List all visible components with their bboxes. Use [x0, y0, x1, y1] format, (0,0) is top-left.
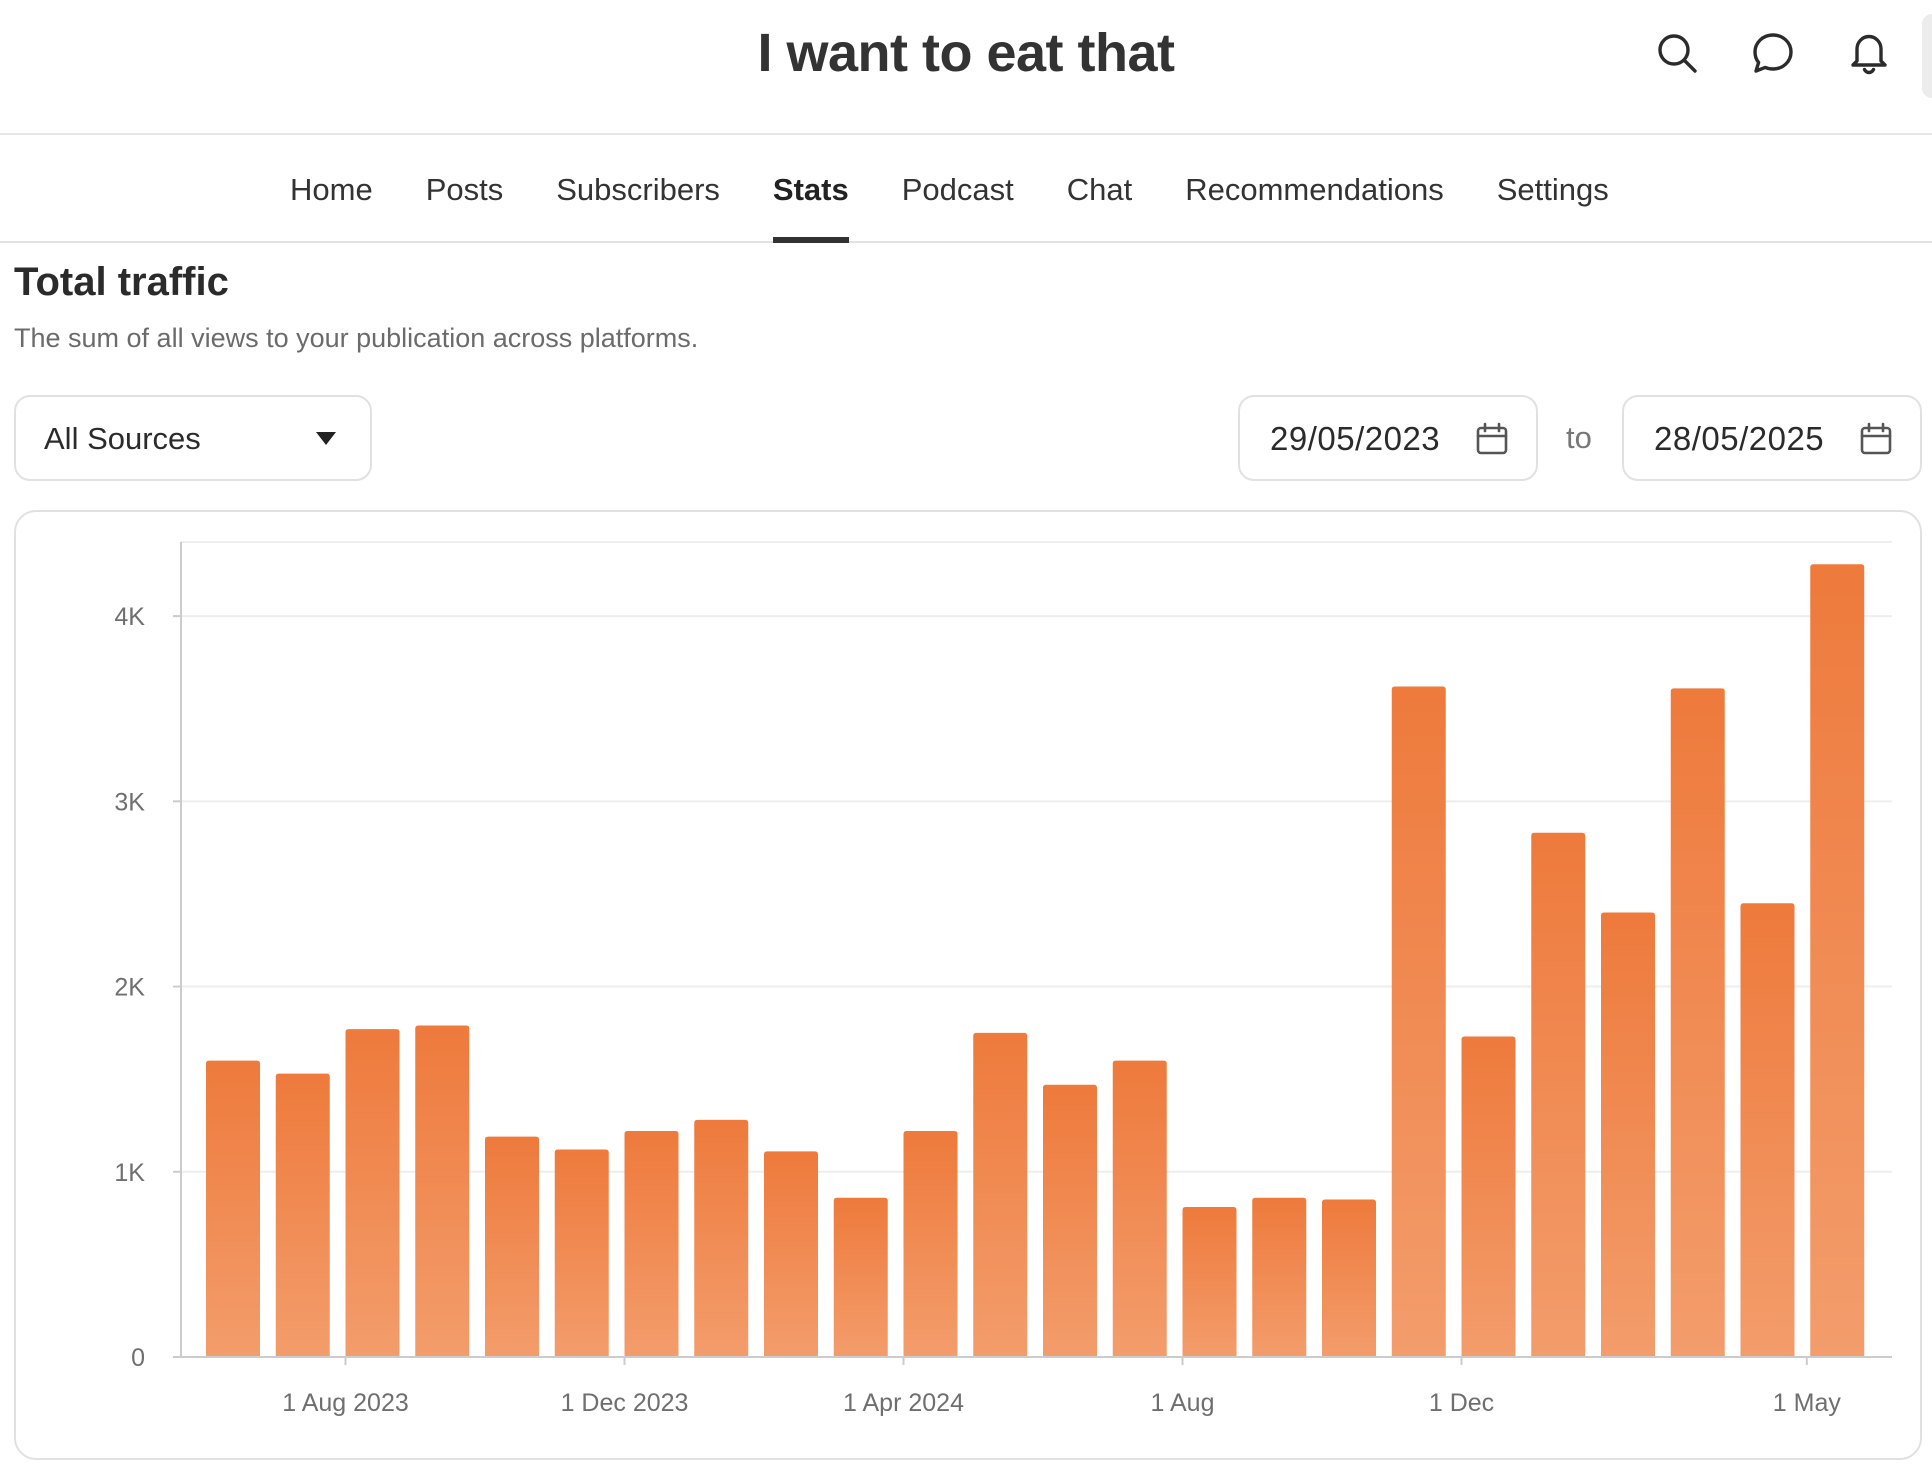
bar-oct-2023[interactable]: [485, 1136, 539, 1357]
nav-tabs: Home Posts Subscribers Stats Podcast Chat Reco…: [290, 137, 1609, 243]
bar-dec-2024[interactable]: [1461, 1036, 1516, 1357]
y-tick-label: 0: [131, 1344, 145, 1372]
bar-jun-2023[interactable]: [206, 1060, 260, 1357]
bar-sep-2024[interactable]: [1252, 1197, 1307, 1357]
bar-feb-2024[interactable]: [764, 1151, 818, 1357]
tab-podcast[interactable]: Podcast: [901, 172, 1014, 207]
publication-title: I want to eat that: [757, 23, 1175, 83]
y-tick-label: 3K: [114, 788, 145, 816]
start-date-value: 29/05/2023: [1270, 420, 1441, 457]
tab-recommendations[interactable]: Recommendations: [1185, 172, 1444, 207]
bar-mar-2025[interactable]: [1670, 688, 1725, 1357]
bar-oct-2024[interactable]: [1322, 1199, 1376, 1357]
end-date-value: 28/05/2025: [1654, 420, 1825, 457]
traffic-bar-chart: 0 1K 2K 3K 4K 1 Aug 2023 1 Dec 2023 1 Apr 2024 1…: [114, 541, 1892, 1417]
x-tick-label: 1 Aug: [1151, 1389, 1215, 1417]
panel-edge-tab[interactable]: [1922, 14, 1932, 98]
caret-down-icon: [316, 432, 336, 445]
bar-apr-2025[interactable]: [1740, 903, 1795, 1357]
bar-nov-2024[interactable]: [1391, 686, 1446, 1357]
dashboard-nav: Home Posts Subscribers Stats Podcast Chat Reco…: [0, 137, 1932, 243]
traffic-chart-card: 0 1K 2K 3K 4K 1 Aug 2023 1 Dec 2023 1 Apr 2024 1…: [14, 510, 1922, 1460]
y-tick-label: 4K: [114, 603, 145, 631]
search-icon[interactable]: [1654, 30, 1700, 76]
calendar-icon[interactable]: [1858, 421, 1894, 457]
top-bar: I want to eat that: [0, 0, 1932, 135]
section-subtitle: The sum of all views to your publication…: [14, 323, 699, 353]
bar-apr-2024[interactable]: [903, 1131, 958, 1357]
bar-aug-2024[interactable]: [1182, 1206, 1237, 1357]
x-tick-label: 1 May: [1773, 1389, 1842, 1417]
section-title: Total traffic: [14, 260, 229, 304]
bar-jan-2024[interactable]: [694, 1119, 749, 1357]
tab-settings[interactable]: Settings: [1496, 172, 1609, 207]
bar-mar-2024[interactable]: [833, 1197, 888, 1357]
x-tick-label: 1 Apr 2024: [843, 1389, 964, 1417]
top-icons: [1654, 30, 1892, 76]
source-select-value: All Sources: [44, 421, 201, 456]
bar-aug-2023[interactable]: [345, 1029, 400, 1357]
date-range-separator: to: [1566, 420, 1592, 455]
end-date-input[interactable]: 28/05/2025: [1622, 395, 1922, 481]
source-select[interactable]: All Sources: [14, 395, 372, 481]
bar-jul-2023[interactable]: [275, 1073, 330, 1357]
bell-icon[interactable]: [1846, 30, 1892, 76]
x-tick-label: 1 Dec: [1429, 1389, 1494, 1417]
x-tick-label: 1 Dec 2023: [561, 1389, 689, 1417]
tab-subscribers[interactable]: Subscribers: [556, 172, 720, 207]
bar-nov-2023[interactable]: [554, 1149, 609, 1357]
bar-may-2025[interactable]: [1810, 564, 1865, 1357]
bar-jan-2025[interactable]: [1531, 832, 1586, 1357]
bar-may-2024[interactable]: [973, 1032, 1028, 1357]
bar-sep-2023[interactable]: [415, 1025, 470, 1357]
tab-stats[interactable]: Stats: [772, 137, 849, 243]
calendar-icon[interactable]: [1474, 421, 1510, 457]
y-tick-label: 2K: [114, 974, 145, 1002]
bar-feb-2025[interactable]: [1601, 912, 1655, 1357]
bar-jun-2024[interactable]: [1043, 1084, 1097, 1357]
bar-dec-2023[interactable]: [624, 1131, 679, 1357]
tab-posts[interactable]: Posts: [425, 172, 504, 207]
y-tick-label: 1K: [114, 1159, 145, 1187]
chat-bubble-icon[interactable]: [1750, 30, 1796, 76]
bar-jul-2024[interactable]: [1112, 1060, 1167, 1357]
x-tick-label: 1 Aug 2023: [282, 1389, 409, 1417]
start-date-input[interactable]: 29/05/2023: [1238, 395, 1538, 481]
tab-chat[interactable]: Chat: [1066, 172, 1133, 207]
tab-home[interactable]: Home: [290, 172, 373, 207]
